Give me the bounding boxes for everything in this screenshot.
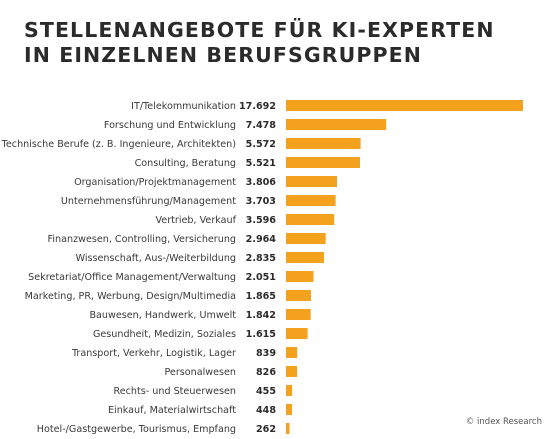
category-label-row-9: Wissenschaft, Aus-/Weiterbildung <box>76 253 236 264</box>
value-label-row-18: 262 <box>256 424 276 435</box>
bar-row-3 <box>286 138 361 149</box>
value-label-row-13: 1.615 <box>246 329 276 340</box>
source-credit: © index Research <box>465 417 542 427</box>
bar-row-2 <box>286 119 387 130</box>
bar-row-10 <box>286 271 314 282</box>
chart-title: STELLENANGEBOTE FÜR KI-EXPERTEN IN EINZE… <box>24 18 495 68</box>
category-label-row-4: Consulting, Beratung <box>135 158 236 169</box>
bar-row-18 <box>286 423 290 434</box>
bar-row-6 <box>286 195 336 206</box>
category-label-row-5: Organisation/Projektmanagement <box>74 177 236 188</box>
value-label-row-17: 448 <box>256 405 276 416</box>
category-label-row-17: Einkauf, Materialwirtschaft <box>108 405 236 416</box>
category-label-row-1: IT/Telekommunikation <box>131 101 236 112</box>
category-label-row-11: Marketing, PR, Werbung, Design/Multimedi… <box>25 291 236 302</box>
value-label-row-7: 3.596 <box>246 215 277 226</box>
category-label-row-2: Forschung und Entwicklung <box>104 120 236 131</box>
category-label-row-12: Bauwesen, Handwerk, Umwelt <box>89 310 236 321</box>
category-label-row-18: Hotel-/Gastgewerbe, Tourismus, Empfang <box>37 424 236 435</box>
value-label-row-1: 17.692 <box>239 101 276 112</box>
category-label-row-6: Unternehmensführung/Management <box>61 196 236 207</box>
value-label-row-2: 7.478 <box>246 120 277 131</box>
bar-row-16 <box>286 385 293 396</box>
category-label-row-14: Transport, Verkehr, Logistik, Lager <box>71 348 236 359</box>
bar-row-5 <box>286 176 337 187</box>
category-label-row-3: Technische Berufe (z. B. Ingenieure, Arc… <box>1 139 236 150</box>
value-label-row-15: 826 <box>256 367 276 378</box>
bar-row-14 <box>286 347 298 358</box>
bar-row-11 <box>286 290 311 301</box>
category-label-row-8: Finanzwesen, Controlling, Versicherung <box>48 234 236 245</box>
bar-row-13 <box>286 328 308 339</box>
value-label-row-12: 1.842 <box>246 310 276 321</box>
value-label-row-8: 2.964 <box>246 234 277 245</box>
bar-row-12 <box>286 309 311 320</box>
value-label-row-3: 5.572 <box>246 139 276 150</box>
value-label-row-16: 455 <box>256 386 276 397</box>
value-label-row-5: 3.806 <box>246 177 277 188</box>
value-label-row-9: 2.835 <box>246 253 276 264</box>
category-label-row-7: Vertrieb, Verkauf <box>155 215 236 226</box>
value-label-row-10: 2.051 <box>246 272 277 283</box>
bar-row-17 <box>286 404 292 415</box>
chart-title-line-2: IN EINZELNEN BERUFSGRUPPEN <box>24 43 422 67</box>
category-label-row-16: Rechts- und Steuerwesen <box>114 386 236 397</box>
bar-row-7 <box>286 214 335 225</box>
category-label-row-10: Sekretariat/Office Management/Verwaltung <box>28 272 236 283</box>
bar-row-1 <box>286 100 523 111</box>
chart-title-line-1: STELLENANGEBOTE FÜR KI-EXPERTEN <box>24 18 495 42</box>
bar-row-9 <box>286 252 324 263</box>
bar-row-8 <box>286 233 326 244</box>
category-label-row-15: Personalwesen <box>164 367 236 378</box>
bar-row-15 <box>286 366 298 377</box>
category-label-row-13: Gesundheit, Medizin, Soziales <box>93 329 236 340</box>
value-label-row-4: 5.521 <box>246 158 277 169</box>
value-label-row-11: 1.865 <box>246 291 276 302</box>
value-label-row-14: 839 <box>256 348 276 359</box>
bar-row-4 <box>286 157 360 168</box>
value-label-row-6: 3.703 <box>246 196 276 207</box>
